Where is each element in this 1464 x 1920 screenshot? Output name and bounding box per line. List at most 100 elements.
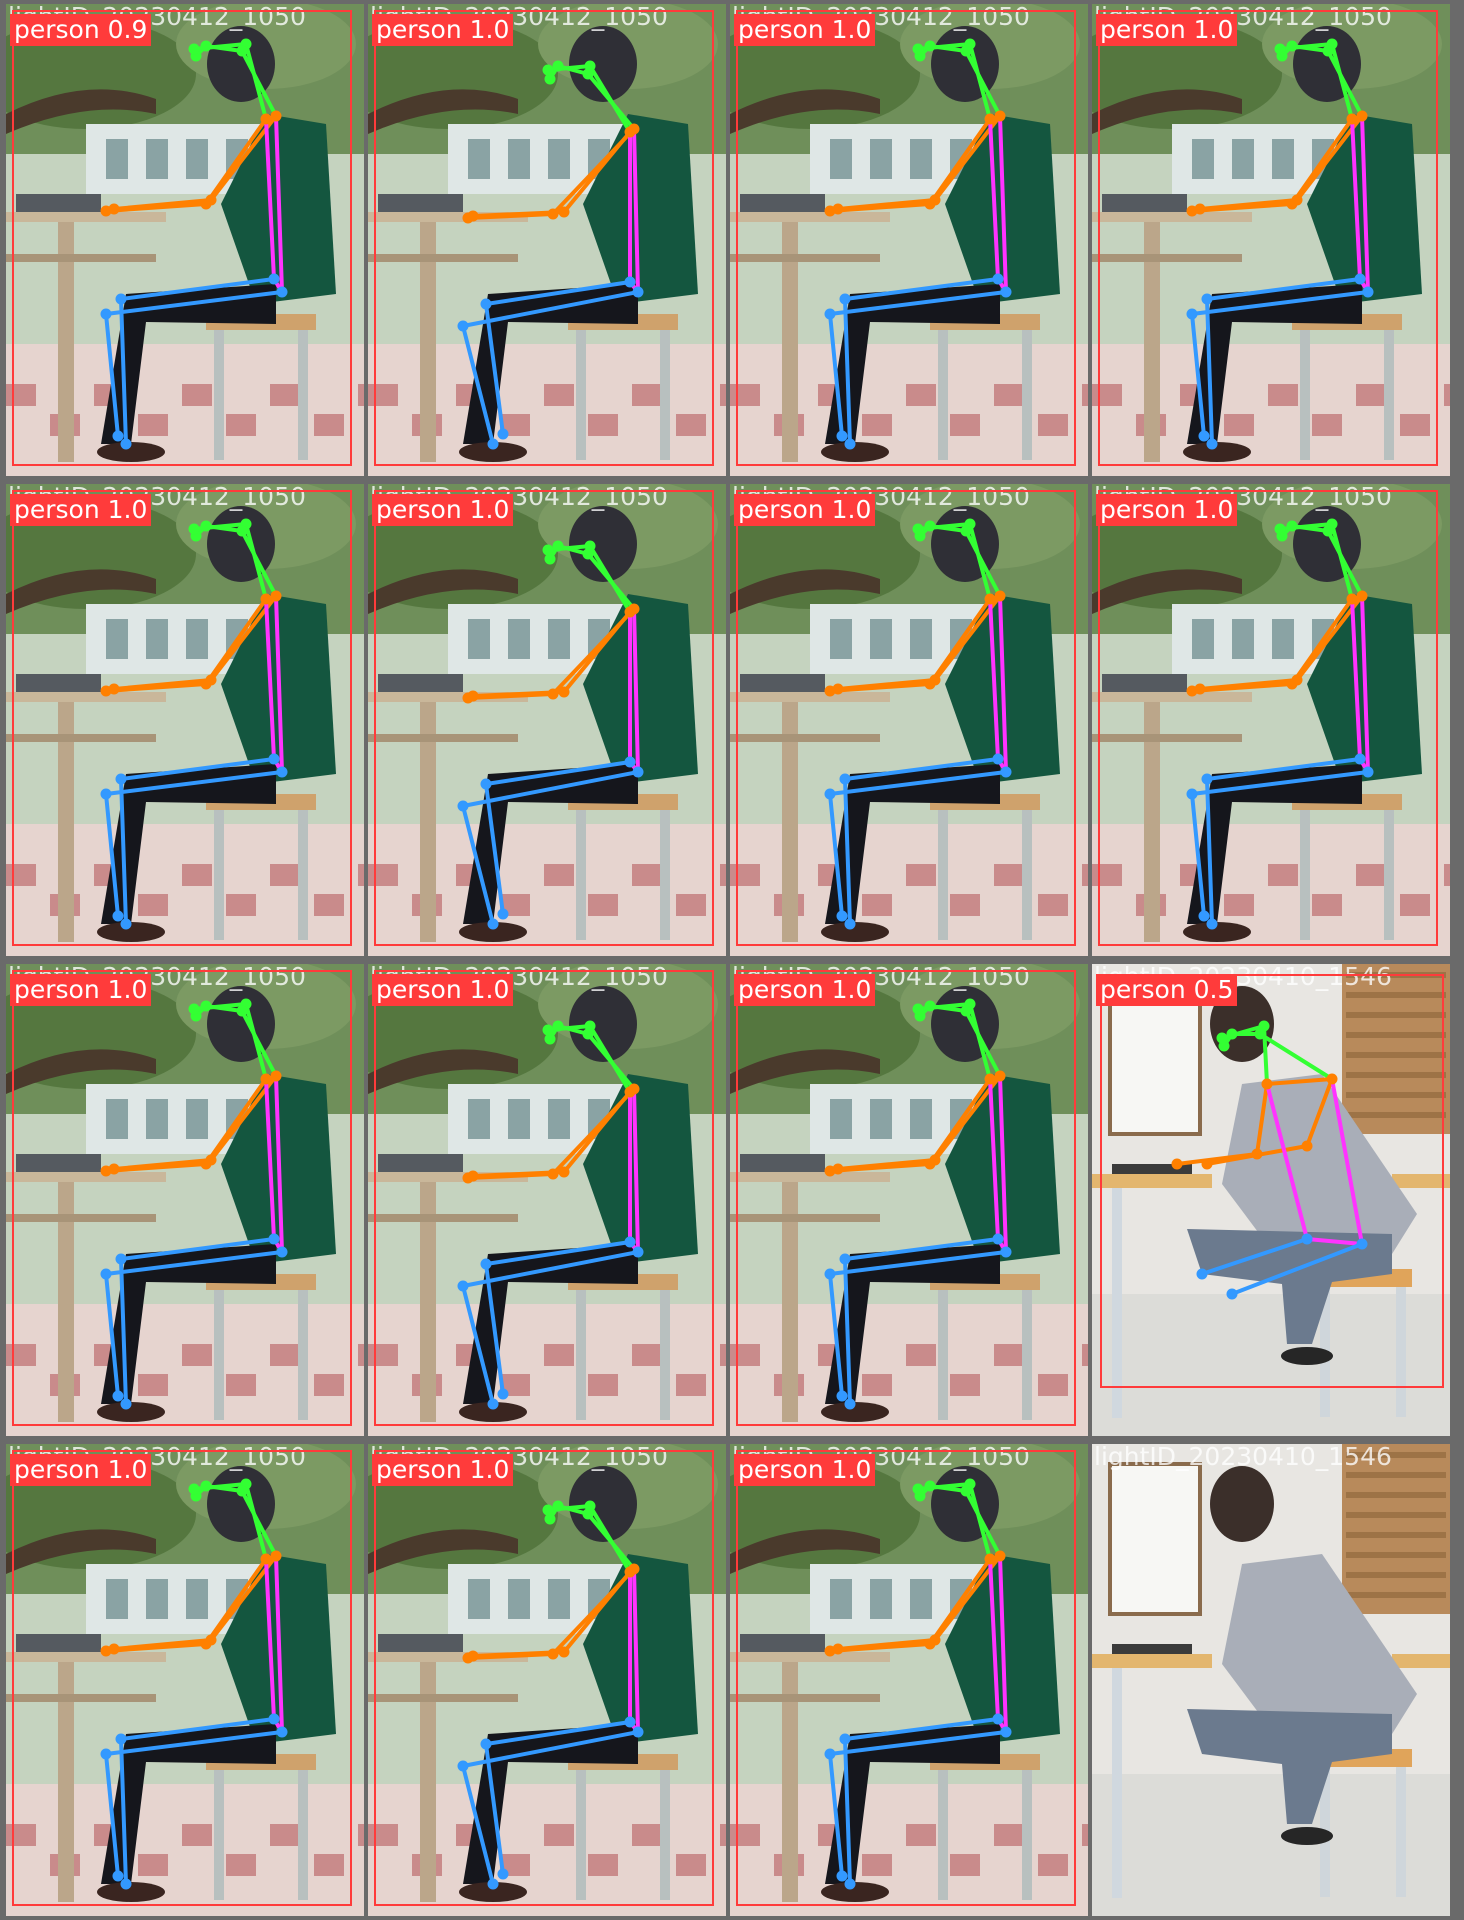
detection-label: person 1.0 [10, 1454, 152, 1486]
keypoint-earL [582, 1028, 594, 1040]
stool-leg [298, 810, 308, 940]
keypoint-knR [1196, 1268, 1208, 1280]
keypoint-hipR [992, 1233, 1004, 1245]
laptop [16, 1154, 101, 1172]
sandals [821, 1402, 889, 1422]
limb-head-eyeL-earL [928, 1004, 968, 1013]
head [1210, 1466, 1274, 1542]
keypoint-shL [270, 1070, 282, 1082]
limb-arm-shR-elR [204, 597, 268, 686]
limb-arm-elL-wrL [1198, 678, 1299, 691]
desk-leg [1112, 1668, 1122, 1898]
limb-torso-shL-hipL [1360, 594, 1370, 774]
keypoint-knL [457, 800, 469, 812]
keypoint-eyeR [1274, 523, 1286, 535]
keypoint-anR [497, 1388, 509, 1400]
limb-head-eyeL-earL [204, 1004, 244, 1013]
limb-leg-knR-anR [119, 1737, 128, 1886]
keypoint-shL [270, 1550, 282, 1562]
keypoint-elL [929, 1154, 941, 1166]
limb-leg-knL-anL [461, 1284, 495, 1406]
limb-torso-shL-hipL [632, 1567, 640, 1734]
limb-leg-knL-anL [461, 1764, 495, 1886]
limb-leg-knL-anL [104, 312, 120, 438]
limb-head-eyeL-earL [928, 524, 968, 533]
pose-skeleton [1171, 1020, 1368, 1300]
wooden-shutters [1342, 1444, 1450, 1614]
desk-top [1092, 692, 1252, 702]
keypoint-earL [236, 45, 248, 57]
pose-skeleton [100, 998, 288, 1410]
keypoint-elL [929, 194, 941, 206]
floor-tile [950, 414, 980, 436]
desk-top [1392, 1174, 1450, 1188]
keypoint-knR [115, 1253, 127, 1265]
detection-label: person 1.0 [734, 14, 876, 46]
limb-head-earL-shL [240, 1489, 278, 1558]
sandals [1183, 922, 1251, 942]
floor-tile [994, 1824, 1024, 1846]
keypoint-knL [100, 1268, 112, 1280]
floor-tile [676, 1854, 706, 1876]
floor-tile [138, 894, 168, 916]
keypoint-shL [628, 603, 640, 615]
keypoint-hipR [624, 1236, 636, 1248]
keypoint-nose [544, 1033, 556, 1045]
keypoint-earL [582, 68, 594, 80]
keypoint-anL [487, 918, 499, 930]
whiteboard [1108, 1462, 1202, 1616]
keypoint-hipL [1000, 766, 1012, 778]
floor-tile [632, 1344, 662, 1366]
laptop [1112, 1164, 1192, 1174]
building-window [468, 1579, 490, 1619]
floor-tile [6, 864, 36, 886]
stool-leg [1022, 1770, 1032, 1900]
floor-tile [730, 384, 760, 406]
floor-tile [1082, 1824, 1088, 1846]
limb-torso-shL-hipL [274, 1074, 284, 1254]
head [569, 26, 637, 102]
limb-leg-knL-anL [461, 324, 495, 446]
keypoint-anR [120, 438, 132, 450]
keypoint-hipR [992, 753, 1004, 765]
keypoint-shL [270, 590, 282, 602]
floor-tile [676, 414, 706, 436]
limb-leg-knL-anL [104, 1752, 120, 1878]
keypoint-hipL [632, 1726, 644, 1738]
keypoint-wrL [462, 1172, 474, 1184]
limb-leg-hipR-knR [119, 1717, 276, 1741]
limb-leg-hipR-knR [843, 277, 1000, 301]
building-window [830, 619, 852, 659]
building-window [830, 139, 852, 179]
laptop [378, 674, 463, 692]
desk-shelf [730, 1694, 880, 1702]
keypoint-elR [558, 1646, 570, 1658]
laptop [740, 1154, 825, 1172]
floor-tile [1038, 894, 1068, 916]
limb-arm-elL-wrL [466, 1652, 555, 1660]
floor [1092, 1294, 1450, 1436]
shutter-slat [1346, 1552, 1446, 1558]
floor-tile [676, 894, 706, 916]
keypoint-knR [839, 1253, 851, 1265]
keypoint-hipR [268, 1233, 280, 1245]
limb-head-earL-shL [964, 1489, 1002, 1558]
keypoint-hipL [276, 1246, 288, 1258]
desk-top [730, 1172, 890, 1182]
trousers [463, 284, 638, 444]
detection-label: person 1.0 [372, 14, 514, 46]
floor-tile [862, 1854, 892, 1876]
keypoint-knR [480, 298, 492, 310]
desk-leg [1112, 1188, 1122, 1418]
building-window [548, 1099, 570, 1139]
image-tile: lightID_20230412_1050 person 1.0 [368, 484, 726, 956]
keypoint-knL [100, 788, 112, 800]
tree-branch [730, 569, 880, 614]
limb-arm-shR-shL [1265, 1077, 1334, 1086]
floor-tile [138, 1854, 168, 1876]
floor-tile [358, 384, 364, 406]
tree-branch [368, 89, 518, 134]
floor-tile [720, 1824, 726, 1846]
keypoint-knL [1186, 788, 1198, 800]
stool-leg [660, 810, 670, 940]
